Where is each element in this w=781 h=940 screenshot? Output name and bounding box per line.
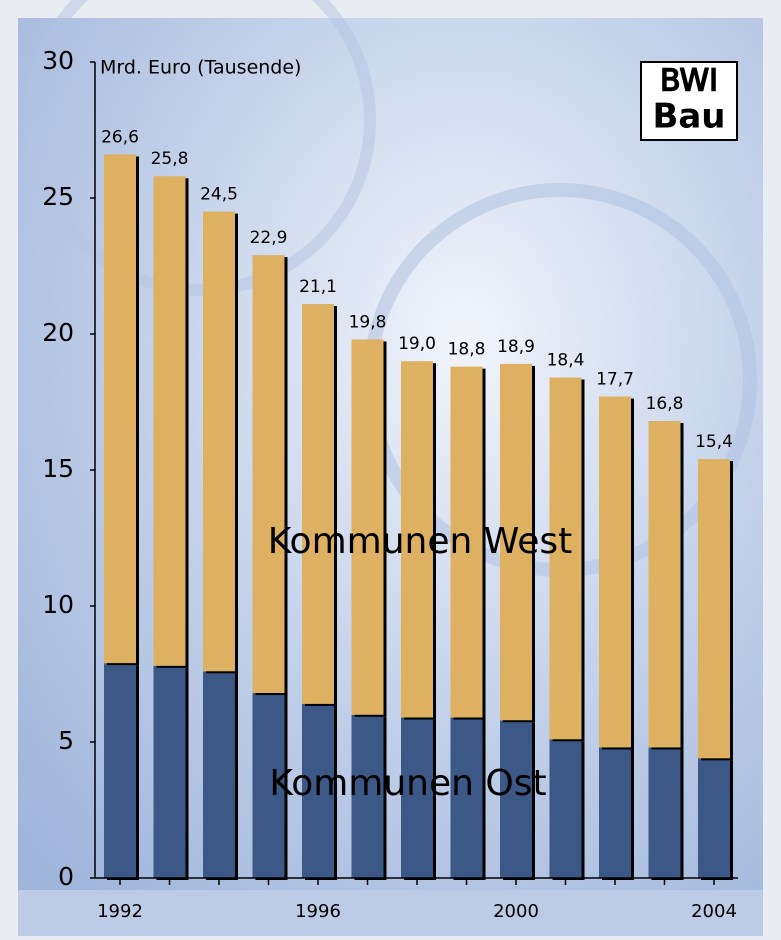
logo-text: Bau xyxy=(652,97,725,137)
y-tick-label: 15 xyxy=(42,454,74,483)
total-label: 26,6 xyxy=(101,127,139,147)
total-label: 16,8 xyxy=(646,394,684,414)
total-label: 18,4 xyxy=(547,351,585,371)
y-tick-label: 30 xyxy=(42,46,74,75)
bar xyxy=(649,747,681,878)
total-label: 19,0 xyxy=(398,334,436,354)
chart: Mrd. Euro (Tausende) BWI Bau 0 5 10 15 20 25 3… xyxy=(0,0,781,936)
total-label: 18,9 xyxy=(497,337,535,357)
bar xyxy=(649,421,681,747)
y-tick-label: 0 xyxy=(58,862,74,891)
total-label: 15,4 xyxy=(695,432,733,452)
total-label: 24,5 xyxy=(200,185,238,205)
total-label: 17,7 xyxy=(596,370,634,390)
bar xyxy=(253,255,285,693)
bar xyxy=(104,663,136,878)
bar xyxy=(203,671,235,878)
series-label: Kommunen West xyxy=(268,521,573,562)
x-tick-label: 2000 xyxy=(493,901,539,922)
bar xyxy=(154,666,186,878)
bar xyxy=(698,758,730,878)
y-tick-label: 25 xyxy=(42,182,74,211)
y-axis-label: Mrd. Euro (Tausende) xyxy=(100,57,301,79)
total-label: 19,8 xyxy=(349,312,387,332)
y-tick-label: 5 xyxy=(58,726,74,755)
logo-text: BWI xyxy=(660,64,718,99)
y-tick-label: 20 xyxy=(42,318,74,347)
bar xyxy=(698,459,730,758)
logo: BWI Bau xyxy=(641,62,737,140)
bar xyxy=(302,304,334,704)
x-tick-label: 2004 xyxy=(691,901,737,922)
x-tick-label: 1996 xyxy=(295,901,341,922)
total-label: 22,9 xyxy=(250,228,288,248)
bar xyxy=(154,176,186,666)
total-label: 25,8 xyxy=(151,149,189,169)
bar xyxy=(599,397,631,748)
bar xyxy=(104,154,136,663)
total-label: 18,8 xyxy=(448,340,486,360)
x-tick-label: 1992 xyxy=(97,901,143,922)
bar xyxy=(550,739,582,878)
bar xyxy=(203,212,235,672)
total-label: 21,1 xyxy=(299,277,337,297)
series-label: Kommunen Ost xyxy=(269,763,546,804)
bar xyxy=(599,747,631,878)
y-tick-label: 10 xyxy=(42,590,74,619)
